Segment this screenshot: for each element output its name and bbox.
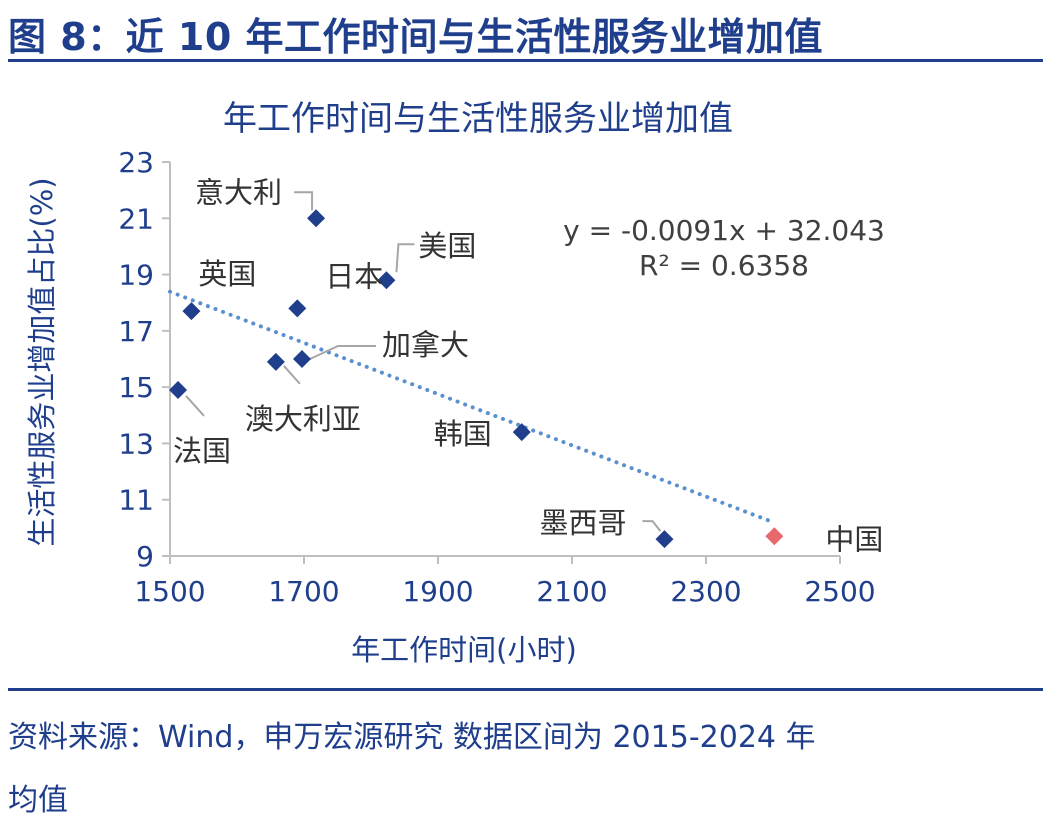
bottom-rule xyxy=(8,688,1043,691)
data-marker xyxy=(292,350,311,368)
r-squared: R² = 0.6358 xyxy=(639,249,809,282)
x-tick-label: 1900 xyxy=(402,575,473,608)
leader-line xyxy=(185,395,205,417)
x-tick-label: 1700 xyxy=(268,575,339,608)
point-label: 墨西哥 xyxy=(539,506,626,540)
point-label: 加拿大 xyxy=(382,328,469,362)
axis-ticks: 9 11 13 15 17 19 21 23 1500 1700 1900 2100 2300 2500 xyxy=(118,146,875,608)
leader-line xyxy=(283,365,301,385)
point-label: 英国 xyxy=(198,257,256,291)
y-tick-label: 19 xyxy=(118,259,154,292)
data-marker xyxy=(307,209,326,228)
trend-equation: y = -0.0091x + 32.043 xyxy=(563,214,885,247)
x-tick-label: 2100 xyxy=(536,575,607,608)
source-line-2: 均值 xyxy=(8,783,68,818)
data-marker xyxy=(512,423,531,442)
y-tick-label: 17 xyxy=(118,315,154,348)
point-label: 意大利 xyxy=(195,175,282,209)
y-tick-label: 11 xyxy=(118,484,154,517)
x-tick-label: 2500 xyxy=(804,575,875,608)
leader-lines xyxy=(185,191,662,532)
data-markers xyxy=(169,209,784,549)
data-marker xyxy=(377,271,396,290)
x-axis-label: 年工作时间(小时) xyxy=(351,633,577,667)
y-tick-label: 23 xyxy=(118,146,154,179)
data-marker xyxy=(182,302,201,321)
leader-line xyxy=(294,191,314,211)
chart-title: 年工作时间与生活性服务业增加值 xyxy=(223,99,733,139)
data-marker xyxy=(288,299,307,318)
point-label: 澳大利亚 xyxy=(245,402,361,436)
y-tick-label: 13 xyxy=(118,427,154,460)
leader-line xyxy=(309,345,376,360)
point-label: 日本 xyxy=(325,259,383,293)
source-line-1: 资料来源：Wind，申万宏源研究 数据区间为 2015-2024 年 xyxy=(8,720,816,755)
y-tick-label: 9 xyxy=(136,540,154,573)
highlight-marker xyxy=(765,527,784,546)
y-tick-label: 15 xyxy=(118,371,154,404)
data-marker xyxy=(655,530,674,549)
point-label: 韩国 xyxy=(434,417,492,451)
x-tick-label: 1500 xyxy=(134,575,205,608)
trendline xyxy=(168,289,777,525)
figure-title: 图 8：近 10 年工作时间与生活性服务业增加值 xyxy=(8,15,824,59)
leader-line xyxy=(642,520,662,532)
top-rule xyxy=(8,59,1043,62)
point-label: 美国 xyxy=(418,229,476,263)
leader-line xyxy=(395,243,415,273)
point-label: 中国 xyxy=(825,522,883,556)
point-label: 法国 xyxy=(173,434,231,468)
y-tick-label: 21 xyxy=(118,202,154,235)
data-marker xyxy=(266,352,285,371)
x-tick-label: 2300 xyxy=(670,575,741,608)
y-axis-label: 生活性服务业增加值占比(%) xyxy=(25,177,59,546)
data-marker xyxy=(169,380,188,399)
